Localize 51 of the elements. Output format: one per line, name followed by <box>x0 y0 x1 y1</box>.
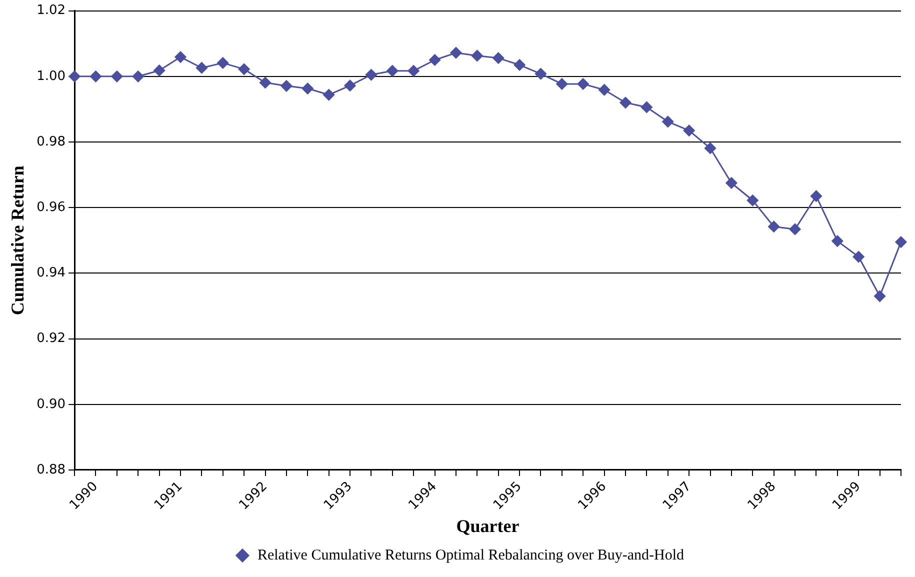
point <box>132 70 144 82</box>
point <box>768 220 780 232</box>
legend-label: Relative Cumulative Returns Optimal Rebalancing over Buy-and-Hold <box>257 547 685 564</box>
point <box>620 96 632 108</box>
point <box>683 124 695 136</box>
y-tick-label: 0.96 <box>36 200 66 215</box>
point <box>534 68 546 80</box>
point <box>238 63 250 75</box>
y-tick-label: 0.88 <box>36 462 66 478</box>
point <box>492 52 504 64</box>
y-tick-label: 0.92 <box>36 331 66 346</box>
point <box>174 51 186 63</box>
point <box>217 57 229 69</box>
point <box>280 80 292 92</box>
point <box>408 65 420 77</box>
point <box>365 69 377 81</box>
point <box>68 70 80 82</box>
point <box>640 101 652 113</box>
point <box>386 65 398 77</box>
y-tick-label: 0.94 <box>36 266 66 281</box>
point <box>662 116 674 128</box>
point <box>429 54 441 66</box>
point <box>577 78 589 90</box>
point <box>154 64 166 76</box>
y-tick-label: 0.98 <box>36 134 66 150</box>
point <box>874 290 886 302</box>
y-axis-title: Cumulative Return <box>7 166 28 316</box>
y-tick-label: 1.02 <box>36 3 66 18</box>
point <box>598 84 610 96</box>
point <box>746 194 758 206</box>
point <box>196 62 208 74</box>
point <box>789 223 801 235</box>
point <box>832 235 844 247</box>
point <box>302 82 314 94</box>
point <box>344 80 356 92</box>
point <box>852 251 864 263</box>
point <box>260 76 272 88</box>
point <box>810 190 822 202</box>
y-tick-label: 1.00 <box>36 68 66 84</box>
point <box>111 70 123 82</box>
point <box>726 177 738 189</box>
point <box>556 78 568 90</box>
point <box>704 142 716 154</box>
point <box>450 47 462 59</box>
x-axis-title: Quarter <box>456 516 520 536</box>
point <box>90 70 102 82</box>
point <box>514 59 526 71</box>
y-tick-label: 0.90 <box>36 396 66 412</box>
point <box>895 236 907 248</box>
point <box>471 50 483 62</box>
point <box>323 89 335 101</box>
